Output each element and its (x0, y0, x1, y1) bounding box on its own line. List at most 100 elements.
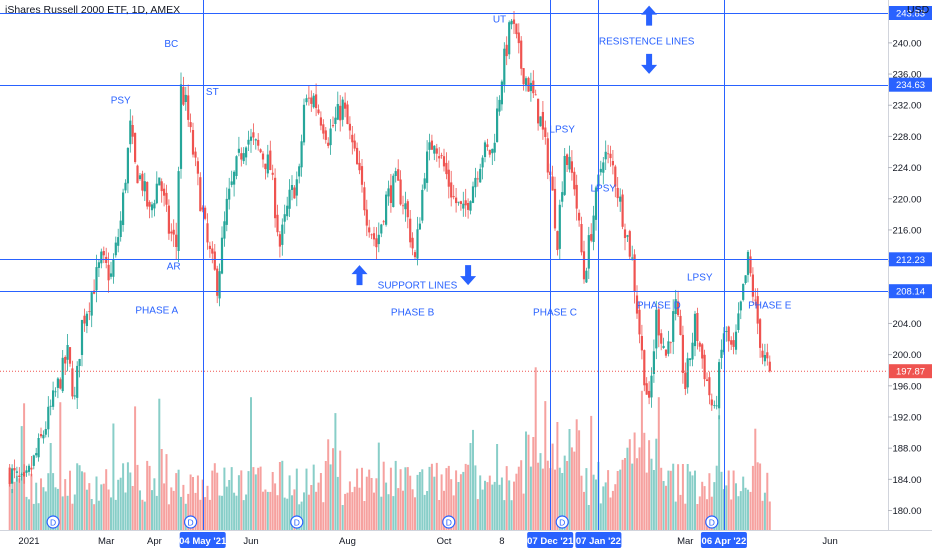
candle-body (327, 142, 330, 146)
candle-body (660, 333, 663, 344)
volume-bar (225, 486, 228, 530)
volume-bar (520, 460, 523, 530)
candle-body (42, 434, 45, 439)
candle-body (551, 176, 554, 191)
volume-bar (638, 447, 641, 530)
candle-body (312, 95, 315, 108)
volume-bar (561, 473, 564, 530)
volume-bar (250, 397, 252, 530)
volume-bar (44, 491, 47, 530)
candle-body (368, 227, 371, 233)
volume-bar (206, 485, 209, 530)
y-tick-label: 240.00 (892, 38, 921, 49)
candle-body (80, 320, 84, 355)
candle-body (522, 68, 525, 85)
volume-bar (455, 470, 458, 530)
candle-body (97, 262, 100, 268)
candle-body (344, 102, 347, 109)
candle-body (768, 361, 771, 372)
level-price-tag-label: 243.83 (896, 9, 925, 20)
volume-bar (402, 490, 404, 530)
volume-bar (546, 460, 549, 530)
candle-body (191, 130, 195, 155)
volume-bar (153, 478, 156, 530)
annotation-label: LPSY (687, 273, 713, 284)
candle-body (399, 179, 402, 205)
candle-body (336, 104, 339, 120)
candle-body (744, 275, 747, 283)
level-price-tag-label: 212.23 (896, 255, 925, 266)
candle-body (360, 166, 364, 185)
candle-body (763, 355, 766, 362)
candle-body (503, 48, 506, 85)
volume-bar (266, 491, 269, 530)
candle-body (196, 161, 199, 174)
volume-bar (47, 473, 50, 530)
volume-bar (329, 464, 332, 530)
volume-bar (669, 470, 672, 530)
dividend-icon-letter: D (50, 518, 56, 528)
candle-body (401, 205, 405, 207)
arrow-shape (351, 265, 368, 286)
volume-bar (112, 423, 115, 530)
volume-bar (341, 505, 344, 530)
candle-body (141, 173, 144, 191)
time-axis[interactable]: 2021 Mar Apr Jun Aug Oct 8 Mar Jun 04 May '21 07 D… (18, 532, 838, 548)
volume-bar (11, 489, 14, 530)
candle-body (249, 136, 253, 141)
candle-body (27, 465, 31, 472)
volume-bar (406, 467, 409, 530)
volume-bar (508, 480, 511, 530)
candle-body (18, 475, 21, 477)
dividend-icon-letter: D (446, 518, 452, 528)
candle-body (90, 292, 93, 316)
candle-body (387, 188, 390, 197)
volume-bar (288, 475, 291, 530)
candle-body (302, 104, 306, 143)
candle-body (474, 177, 477, 188)
volume-bar (339, 450, 342, 530)
candle-body (252, 132, 255, 138)
candle-body (756, 296, 759, 324)
volume-bar (172, 490, 175, 530)
volume-bar (365, 476, 368, 530)
volume-bar (708, 473, 711, 530)
volume-bar (665, 485, 667, 530)
candle-body (479, 168, 482, 183)
price-axis[interactable]: 180.00 184.00 188.00 192.00 196.00 200.00 204.… (888, 6, 932, 517)
chart-title: iShares Russell 2000 ETF, 1D, AMEX (5, 4, 180, 16)
volume-bar (95, 476, 98, 530)
volume-bar (742, 476, 745, 530)
volume-bar (307, 494, 310, 530)
volume-bar (126, 462, 129, 530)
volume-bar (394, 460, 397, 530)
annotations: PSY BC ST AR PHASE A UT LPSY LPSY LPSY RESISTENCE… (111, 15, 792, 319)
candle-body (614, 166, 617, 187)
candle-body (114, 242, 117, 256)
volume-bar (158, 398, 161, 530)
volume-bar (317, 482, 320, 530)
horizontal-lines (0, 13, 888, 292)
volume-bar (30, 473, 33, 530)
volume-bar (621, 459, 624, 530)
candle-body (148, 202, 151, 207)
volume-bar (761, 500, 764, 530)
candle-body (541, 112, 544, 130)
volume-bar (631, 463, 634, 530)
volume-bar (462, 471, 465, 530)
candle-body (725, 331, 728, 332)
candle-body (409, 218, 412, 243)
annotation-label: RESISTENCE LINES (599, 36, 695, 47)
volume-bar (616, 471, 619, 530)
candle-body (175, 234, 178, 247)
volume-bar (527, 434, 530, 530)
volume-bar (694, 470, 696, 530)
candle-body (440, 155, 443, 156)
candle-body (650, 375, 653, 398)
candle-body (160, 181, 163, 192)
volume-bar (440, 474, 443, 530)
y-tick-label: 228.00 (892, 132, 921, 143)
volume-bar (498, 484, 501, 530)
volume-bar (513, 481, 515, 530)
